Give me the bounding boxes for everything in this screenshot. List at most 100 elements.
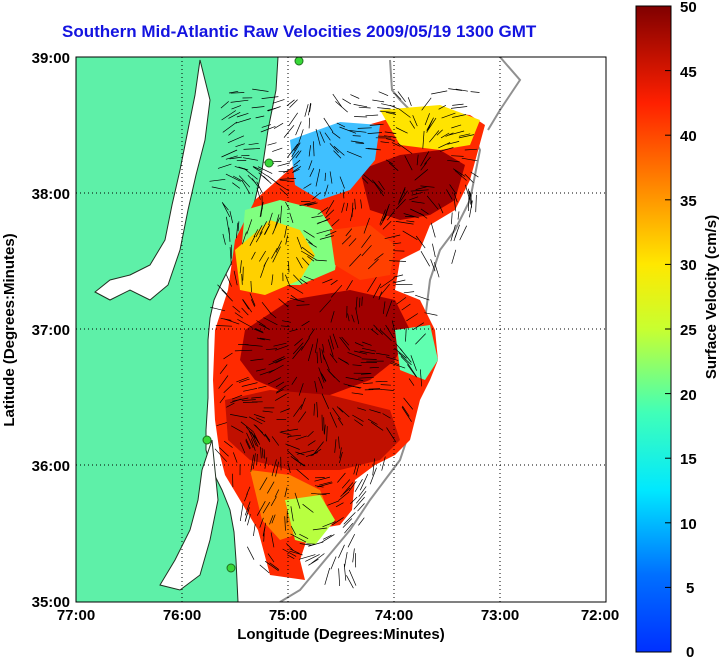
- velocity-vector: [286, 450, 299, 461]
- velocity-vector: [279, 188, 289, 197]
- velocity-vector: [231, 394, 243, 400]
- velocity-vector: [232, 397, 249, 402]
- velocity-vector: [279, 205, 283, 224]
- velocity-vector: [355, 464, 360, 476]
- velocity-vector: [295, 451, 305, 456]
- velocity-vector: [300, 337, 310, 351]
- velocity-vector: [263, 176, 272, 184]
- y-axis-label: Latitude (Degrees:Minutes): [1, 233, 18, 426]
- velocity-vector: [248, 430, 257, 447]
- velocity-vector: [303, 183, 312, 189]
- velocity-vector: [335, 502, 344, 508]
- velocity-vector: [387, 210, 396, 221]
- velocity-vector: [314, 338, 319, 353]
- velocity-vector: [392, 279, 406, 284]
- velocity-vector: [217, 284, 228, 295]
- velocity-vector: [275, 240, 283, 253]
- velocity-vector: [329, 171, 333, 184]
- velocity-vector: [263, 533, 265, 542]
- velocity-vector: [264, 433, 271, 441]
- velocity-vector: [298, 411, 307, 423]
- velocity-vector: [234, 312, 243, 319]
- velocity-vector: [448, 88, 463, 91]
- velocity-vector: [457, 211, 460, 220]
- velocity-vector: [345, 377, 364, 381]
- velocity-vector: [251, 106, 265, 109]
- velocity-vector: [341, 336, 350, 346]
- velocity-vector: [454, 224, 460, 238]
- velocity-vector: [358, 106, 371, 109]
- velocity-vector: [253, 229, 259, 238]
- velocity-vector: [338, 491, 350, 501]
- velocity-vector: [250, 358, 264, 361]
- velocity-vector: [232, 305, 241, 313]
- velocity-vector: [349, 130, 367, 133]
- velocity-vector: [256, 368, 266, 372]
- velocity-vector: [376, 352, 390, 356]
- velocity-vector: [328, 370, 341, 383]
- velocity-vector: [440, 147, 454, 152]
- velocity-vector: [216, 422, 227, 427]
- velocity-vector: [285, 443, 300, 450]
- velocity-vector: [259, 221, 268, 235]
- velocity-vector: [251, 251, 256, 260]
- velocity-vector: [410, 208, 425, 216]
- velocity-vector: [398, 352, 412, 366]
- velocity-vector: [244, 493, 248, 502]
- velocity-vector: [259, 250, 266, 262]
- velocity-vector: [290, 506, 294, 522]
- velocity-vector: [385, 324, 394, 339]
- velocity-vector: [389, 104, 399, 110]
- velocity-vector: [293, 159, 301, 166]
- velocity-vector: [292, 342, 304, 355]
- velocity-vector: [352, 414, 364, 422]
- velocity-vector: [237, 318, 253, 328]
- velocity-vector: [241, 399, 256, 402]
- velocity-vector: [430, 222, 436, 238]
- velocity-vector: [324, 184, 329, 197]
- velocity-vector: [452, 114, 467, 118]
- velocity-vector: [424, 312, 438, 316]
- velocity-vector: [405, 328, 407, 342]
- velocity-vector: [251, 396, 262, 399]
- velocity-vector: [403, 397, 414, 410]
- velocity-vector: [239, 260, 242, 274]
- velocity-vector: [290, 525, 297, 535]
- velocity-vector: [318, 376, 324, 389]
- velocity-vector: [308, 102, 311, 116]
- velocity-vector: [272, 217, 280, 235]
- velocity-vector: [245, 440, 251, 450]
- velocity-vector: [378, 180, 385, 191]
- velocity-vector: [330, 311, 335, 323]
- velocity-vector: [338, 357, 350, 365]
- velocity-vector: [303, 275, 314, 281]
- velocity-vector: [314, 380, 318, 393]
- velocity-vector: [319, 235, 334, 240]
- velocity-vector: [362, 347, 376, 352]
- velocity-vector: [362, 177, 369, 184]
- velocity-vector: [288, 261, 290, 273]
- velocity-vector: [416, 154, 419, 166]
- velocity-vector: [461, 157, 478, 162]
- velocity-vector: [222, 121, 238, 133]
- velocity-vector: [384, 234, 401, 240]
- velocity-vector: [341, 479, 351, 489]
- velocity-vector: [336, 122, 346, 128]
- velocity-vector: [321, 374, 327, 382]
- velocity-vector: [261, 124, 272, 128]
- velocity-vector: [394, 93, 402, 100]
- velocity-vector: [305, 452, 319, 458]
- velocity-vector: [290, 456, 305, 467]
- velocity-vector: [331, 219, 340, 227]
- velocity-vector: [253, 432, 261, 445]
- velocity-vector: [421, 97, 432, 111]
- velocity-vector: [284, 487, 288, 498]
- velocity-vector: [447, 141, 460, 145]
- velocity-vector: [359, 473, 369, 491]
- velocity-vector: [360, 199, 363, 209]
- velocity-vector: [275, 461, 280, 477]
- velocity-vector: [249, 293, 256, 306]
- velocity-vector: [289, 550, 303, 556]
- velocity-vector: [253, 523, 256, 537]
